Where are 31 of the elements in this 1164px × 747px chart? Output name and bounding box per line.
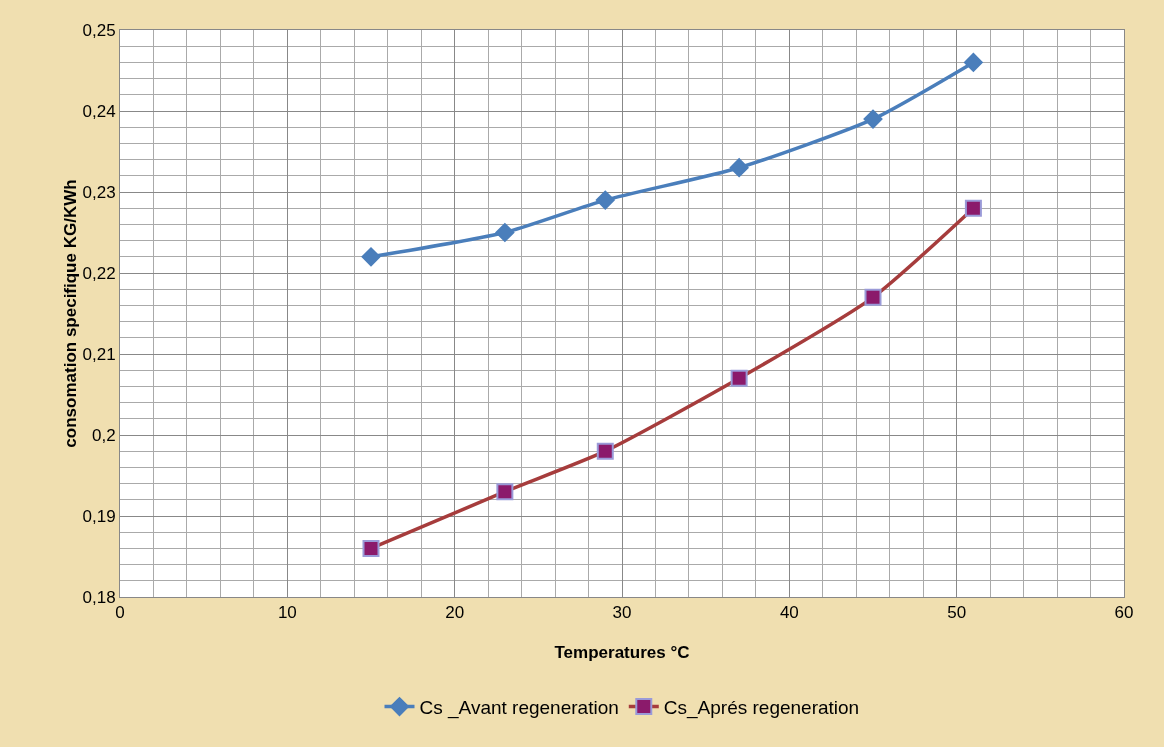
x-tick-label: 30 [612,603,632,623]
point [596,442,614,460]
point [362,539,380,557]
x-tick-label: 50 [947,603,967,623]
x-tick-label: 10 [277,603,297,623]
legend-label: Cs_Aprés regeneration [663,696,860,719]
y-axis-title: consomation specifique KG/KWh [61,179,80,448]
x-tick-label: 20 [445,603,465,623]
y-tick-label: 0,2 [91,425,116,445]
x-axis-title: Temperatures °C [554,643,690,662]
y-tick-label: 0,22 [82,263,116,283]
point [730,369,748,387]
x-tick-label: 60 [1114,603,1134,623]
y-tick-label: 0,25 [82,20,116,40]
x-tick-label: 0 [115,603,125,623]
point [863,109,883,129]
y-tick-label: 0,24 [82,101,116,121]
x-tick-label: 40 [779,603,799,623]
point [361,247,381,267]
point [864,288,882,306]
y-tick-label: 0,23 [82,182,116,202]
y-tick-label: 0,21 [82,344,116,364]
point [496,483,514,501]
y-tick-label: 0,18 [82,587,116,607]
point [964,199,982,217]
point [963,52,983,72]
y-tick-label: 0,19 [82,506,116,526]
point [495,223,515,242]
point [595,190,615,210]
legend-label: Cs _Avant regeneration [419,696,619,719]
point [729,158,749,178]
